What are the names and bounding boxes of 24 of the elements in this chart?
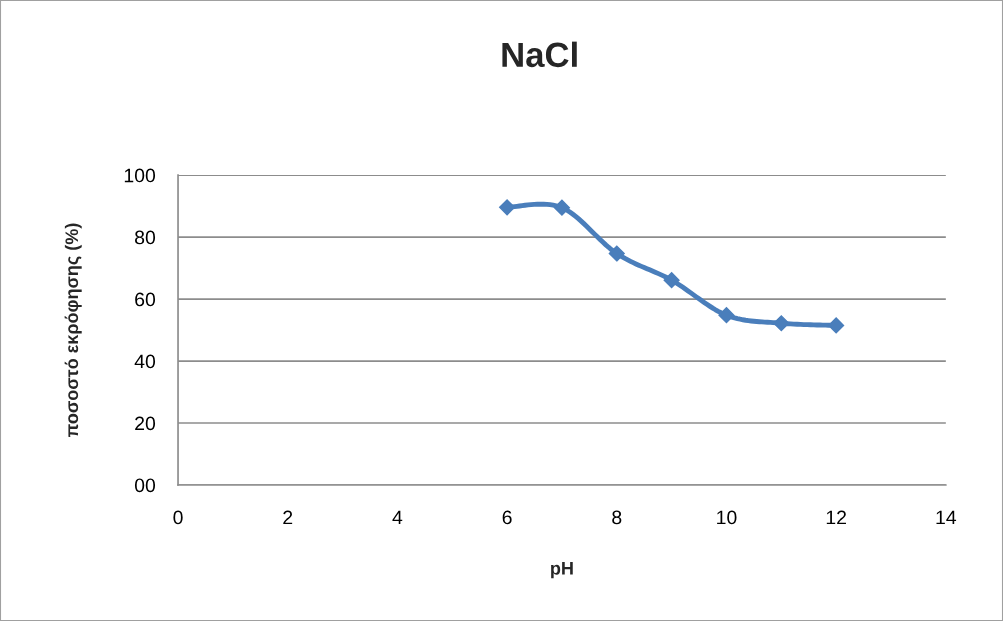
x-tick-label: 0 [173,510,183,525]
x-tick-label: 14 [936,510,957,525]
point [663,272,680,289]
y-tick-label: 100 [124,168,156,183]
point [828,317,845,334]
y-axis-title: ποσοστό εκρόφησης (%) [64,223,82,438]
point [608,245,625,262]
y-tick-label: 60 [135,292,156,307]
point [773,315,790,332]
point [718,307,735,324]
x-tick-label: 2 [283,510,293,525]
y-tick-label: 00 [134,478,156,493]
point [553,199,570,216]
y-tick-label: 40 [134,354,156,369]
x-tick-label: 4 [392,510,403,525]
x-axis-title: pH [551,562,573,579]
x-tick-label: 10 [717,510,737,525]
y-tick-label: 20 [135,416,156,431]
x-tick-label: 8 [612,510,622,525]
x-tick-label: 6 [502,510,512,525]
chart-title: NaCl [502,41,577,68]
x-tick-label: 12 [826,510,846,525]
y-tick-label: 80 [135,230,156,245]
point [499,199,516,216]
